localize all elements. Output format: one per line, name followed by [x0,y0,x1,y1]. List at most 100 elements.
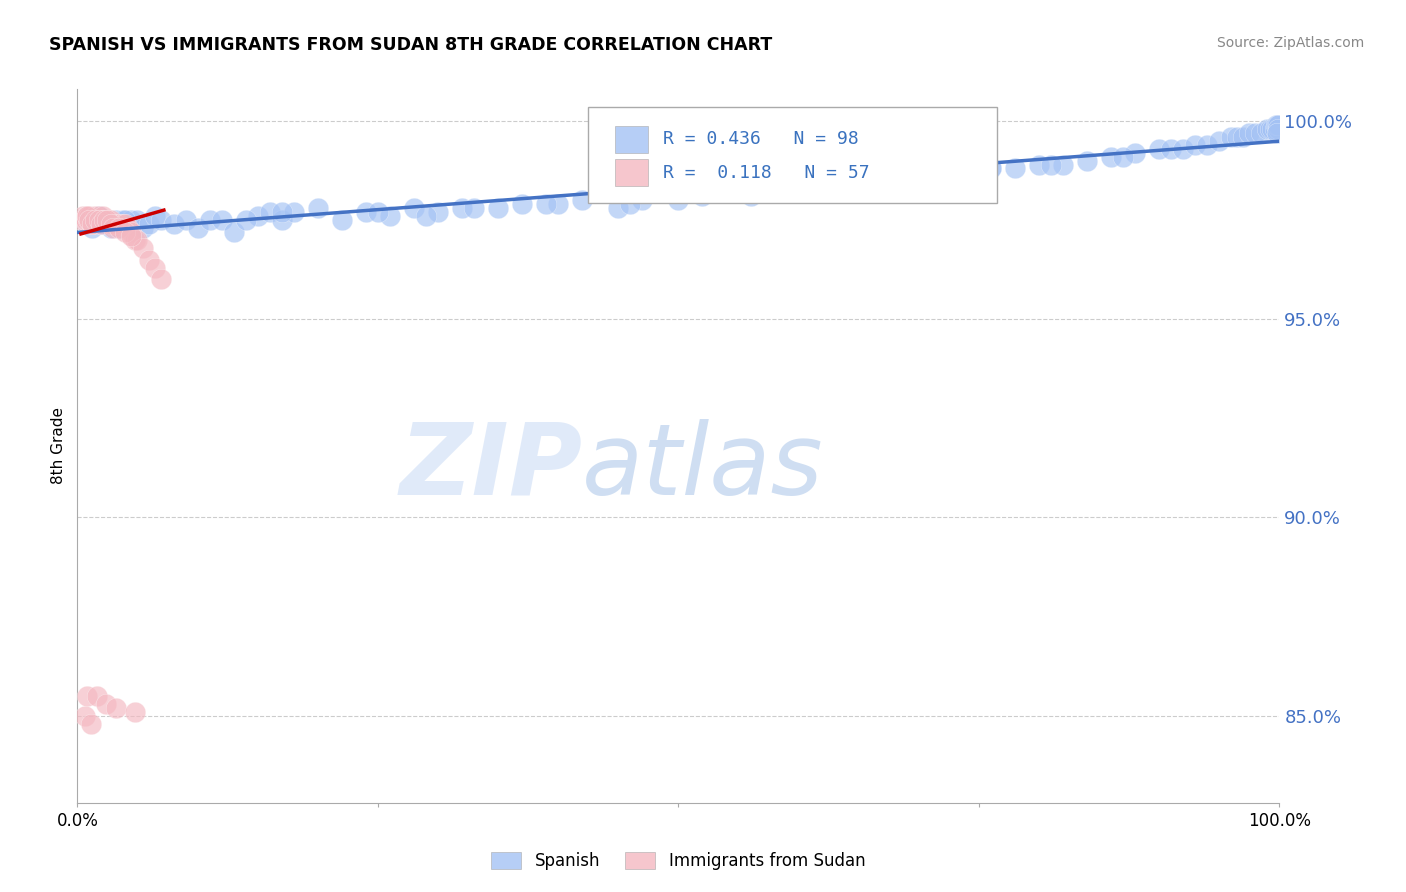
Text: R = 0.436   N = 98: R = 0.436 N = 98 [662,130,859,148]
Point [1112,150,1135,164]
Point [145,260,167,275]
Point [111,217,134,231]
Bar [614,159,648,186]
Point [120,225,142,239]
Point [90,217,112,231]
Point [1267,121,1289,136]
Point [79,716,101,731]
Point [87,213,110,227]
Point [211,213,233,227]
Point [835,178,858,192]
Point [1265,126,1288,140]
Point [1264,118,1286,132]
Point [87,209,110,223]
Point [1244,126,1267,140]
Point [920,169,942,184]
Point [91,209,114,223]
Point [80,221,103,235]
Point [104,213,127,227]
Point [174,213,197,227]
Point [104,700,127,714]
Point [82,213,104,227]
Point [145,209,167,223]
Point [73,213,96,227]
Point [980,161,1002,176]
Point [607,201,630,215]
Point [415,209,437,223]
Point [104,217,127,231]
Point [77,213,100,227]
Point [79,213,101,227]
Point [1149,142,1171,156]
Point [1265,118,1288,132]
Point [83,213,105,227]
Point [96,213,118,227]
Point [956,165,979,179]
Point [1004,161,1026,176]
Point [138,252,160,267]
Point [127,233,149,247]
Point [1261,121,1284,136]
Point [93,213,115,227]
Point [114,217,136,231]
Point [127,213,149,227]
Point [367,205,389,219]
Point [307,201,329,215]
Point [1264,121,1286,136]
Point [96,213,118,227]
Text: R =  0.118   N = 57: R = 0.118 N = 57 [662,164,869,182]
Point [117,221,139,235]
Point [87,213,110,227]
Point [378,209,401,223]
Point [1197,137,1219,152]
Point [76,209,98,223]
Point [117,217,139,231]
Point [463,201,485,215]
Point [763,186,786,200]
Point [198,213,221,227]
Point [150,213,173,227]
Point [775,186,797,200]
Point [108,221,131,235]
Point [1239,126,1261,140]
Point [79,213,101,227]
FancyBboxPatch shape [588,107,997,203]
Point [79,209,101,223]
Text: Source: ZipAtlas.com: Source: ZipAtlas.com [1216,36,1364,50]
Point [150,272,173,286]
Point [1250,126,1272,140]
Point [94,213,117,227]
Point [1232,129,1254,144]
Point [283,205,305,219]
Point [246,209,269,223]
Point [1099,150,1122,164]
Point [86,213,108,227]
Point [859,178,882,192]
Y-axis label: 8th Grade: 8th Grade [51,408,66,484]
Point [716,186,738,200]
Point [108,217,131,231]
Point [222,225,245,239]
Point [76,209,98,223]
Point [619,197,641,211]
Text: SPANISH VS IMMIGRANTS FROM SUDAN 8TH GRADE CORRELATION CHART: SPANISH VS IMMIGRANTS FROM SUDAN 8TH GRA… [49,36,772,54]
Point [97,213,120,227]
Point [1208,134,1230,148]
Point [330,213,353,227]
Point [100,213,122,227]
Point [1160,142,1182,156]
Point [740,189,762,203]
Point [1040,157,1063,171]
Point [1076,153,1098,168]
Point [510,197,533,211]
Point [162,217,184,231]
Point [96,697,118,711]
Point [79,213,101,227]
Point [103,217,125,231]
Point [1256,121,1278,136]
Point [932,169,955,184]
Point [668,193,690,207]
Point [100,217,122,231]
Legend: Spanish, Immigrants from Sudan: Spanish, Immigrants from Sudan [485,845,872,877]
Point [84,209,107,223]
